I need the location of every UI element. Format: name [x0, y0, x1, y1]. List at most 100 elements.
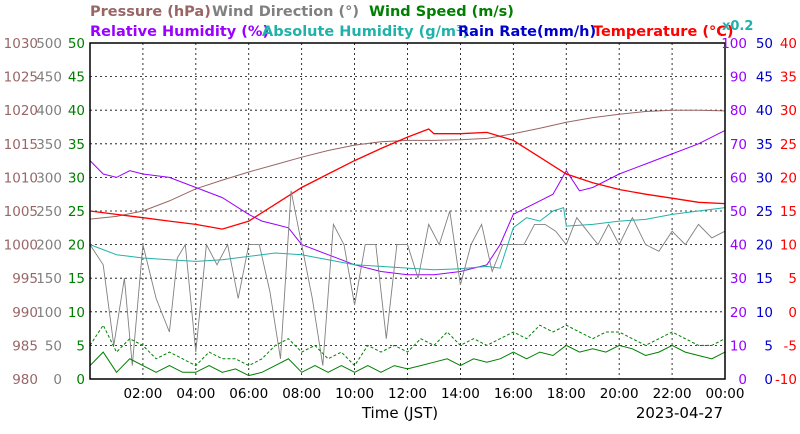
y-tick-rh: 80 — [730, 103, 747, 119]
y-tick-pressure: 1025 — [4, 70, 38, 86]
header-wind-direction: Wind Direction (°) — [212, 4, 359, 20]
x-tick-label: 14:00 — [441, 386, 480, 402]
y-tick-wind_dir: 350 — [36, 137, 62, 153]
x-tick-label: 00:00 — [706, 386, 745, 402]
y-tick-wind_speed: 35 — [68, 137, 85, 153]
x-tick-label: 18:00 — [547, 386, 586, 402]
grid — [90, 43, 725, 379]
y-tick-pressure: 985 — [12, 338, 38, 354]
x-tick-label: 02:00 — [123, 386, 162, 402]
y-tick-temp: 10 — [780, 238, 797, 254]
plot-frame — [89, 42, 726, 380]
y-tick-rh: 20 — [730, 305, 747, 321]
x-tick-label: 08:00 — [282, 386, 321, 402]
y-tick-rain: 40 — [756, 103, 773, 119]
x-tick-label: 10:00 — [335, 386, 374, 402]
y-tick-rh: 60 — [730, 170, 747, 186]
y-tick-wind_speed: 0 — [76, 372, 85, 388]
y-tick-wind_dir: 0 — [53, 372, 62, 388]
series-temp — [89, 128, 726, 230]
y-tick-wind_dir: 150 — [36, 271, 62, 287]
y-tick-rain: 0 — [764, 372, 773, 388]
y-tick-rain: 45 — [756, 70, 773, 86]
y-tick-pressure: 1005 — [4, 204, 38, 220]
y-tick-temp: 5 — [788, 271, 797, 287]
x-axis-label: Time (JST) — [361, 404, 438, 422]
y-tick-wind_speed: 25 — [68, 204, 85, 220]
y-tick-rh: 100 — [721, 36, 747, 52]
x-tick-label: 12:00 — [388, 386, 427, 402]
y-tick-temp: 0 — [788, 305, 797, 321]
y-tick-wind_speed: 15 — [68, 271, 85, 287]
y-tick-labels: 1030102510201015101010051000995990985980… — [4, 36, 797, 388]
y-tick-wind_dir: 500 — [36, 36, 62, 52]
x-tick-labels: 02:00 04:00 06:00 08:00 10:00 12:00 14:00 16:00… — [123, 386, 744, 402]
x-tick-label: 20:00 — [600, 386, 639, 402]
y-tick-wind_dir: 450 — [36, 70, 62, 86]
header-scale-note: x0.2 — [722, 19, 753, 34]
y-tick-rh: 70 — [730, 137, 747, 153]
y-tick-wind_dir: 100 — [36, 305, 62, 321]
y-tick-rh: 90 — [730, 70, 747, 86]
series-pressure — [89, 109, 726, 220]
y-tick-temp: 15 — [780, 204, 797, 220]
header-rain-rate: Rain Rate(mm/h) — [458, 24, 596, 40]
y-tick-rain: 50 — [756, 36, 773, 52]
y-tick-pressure: 1010 — [4, 170, 38, 186]
y-tick-temp: 25 — [780, 137, 797, 153]
y-tick-temp: 30 — [780, 103, 797, 119]
x-tick-label: 06:00 — [229, 386, 268, 402]
y-tick-pressure: 995 — [12, 271, 38, 287]
y-tick-wind_speed: 10 — [68, 305, 85, 321]
y-tick-wind_dir: 250 — [36, 204, 62, 220]
y-tick-wind_speed: 20 — [68, 238, 85, 254]
y-tick-pressure: 980 — [12, 372, 38, 388]
y-tick-rain: 15 — [756, 271, 773, 287]
y-tick-temp: -5 — [784, 338, 797, 354]
series-rh — [89, 129, 726, 276]
y-tick-wind_speed: 40 — [68, 103, 85, 119]
x-tick-label: 04:00 — [176, 386, 215, 402]
series-wind_gust — [89, 324, 726, 367]
series-abs_hum — [89, 206, 726, 271]
y-tick-pressure: 1030 — [4, 36, 38, 52]
header-wind-speed: Wind Speed (m/s) — [369, 4, 514, 20]
y-tick-wind_dir: 400 — [36, 103, 62, 119]
y-tick-pressure: 1000 — [4, 238, 38, 254]
y-tick-wind_speed: 45 — [68, 70, 85, 86]
date-label: 2023-04-27 — [636, 404, 723, 422]
y-tick-wind_speed: 50 — [68, 36, 85, 52]
y-tick-rain: 25 — [756, 204, 773, 220]
header-absolute-humidity: Absolute Humidity (g/m³) — [262, 24, 469, 40]
y-tick-wind_speed: 30 — [68, 170, 85, 186]
x-tick-label: 22:00 — [653, 386, 692, 402]
y-tick-temp: 40 — [780, 36, 797, 52]
y-tick-temp: 20 — [780, 170, 797, 186]
header-pressure: Pressure (hPa) — [90, 4, 211, 20]
y-tick-rain: 35 — [756, 137, 773, 153]
series-wind_dir — [89, 190, 726, 366]
y-tick-temp: -10 — [775, 372, 797, 388]
y-tick-rain: 20 — [756, 238, 773, 254]
y-tick-rh: 50 — [730, 204, 747, 220]
y-tick-pressure: 990 — [12, 305, 38, 321]
header-relative-humidity: Relative Humidity (%) — [90, 24, 269, 40]
header-temperature: Temperature (°C) — [593, 24, 734, 40]
series-wind_speed — [89, 344, 726, 377]
series-lines — [89, 109, 726, 377]
y-tick-pressure: 1015 — [4, 137, 38, 153]
y-tick-rh: 30 — [730, 271, 747, 287]
y-tick-wind_dir: 300 — [36, 170, 62, 186]
y-tick-rain: 10 — [756, 305, 773, 321]
y-tick-wind_dir: 50 — [45, 338, 62, 354]
y-tick-pressure: 1020 — [4, 103, 38, 119]
y-tick-rain: 5 — [764, 338, 773, 354]
y-tick-rh: 40 — [730, 238, 747, 254]
y-tick-rh: 10 — [730, 338, 747, 354]
y-tick-rh: 0 — [738, 372, 747, 388]
y-tick-wind_dir: 200 — [36, 238, 62, 254]
x-tick-label: 16:00 — [494, 386, 533, 402]
y-tick-rain: 30 — [756, 170, 773, 186]
y-tick-wind_speed: 5 — [76, 338, 85, 354]
